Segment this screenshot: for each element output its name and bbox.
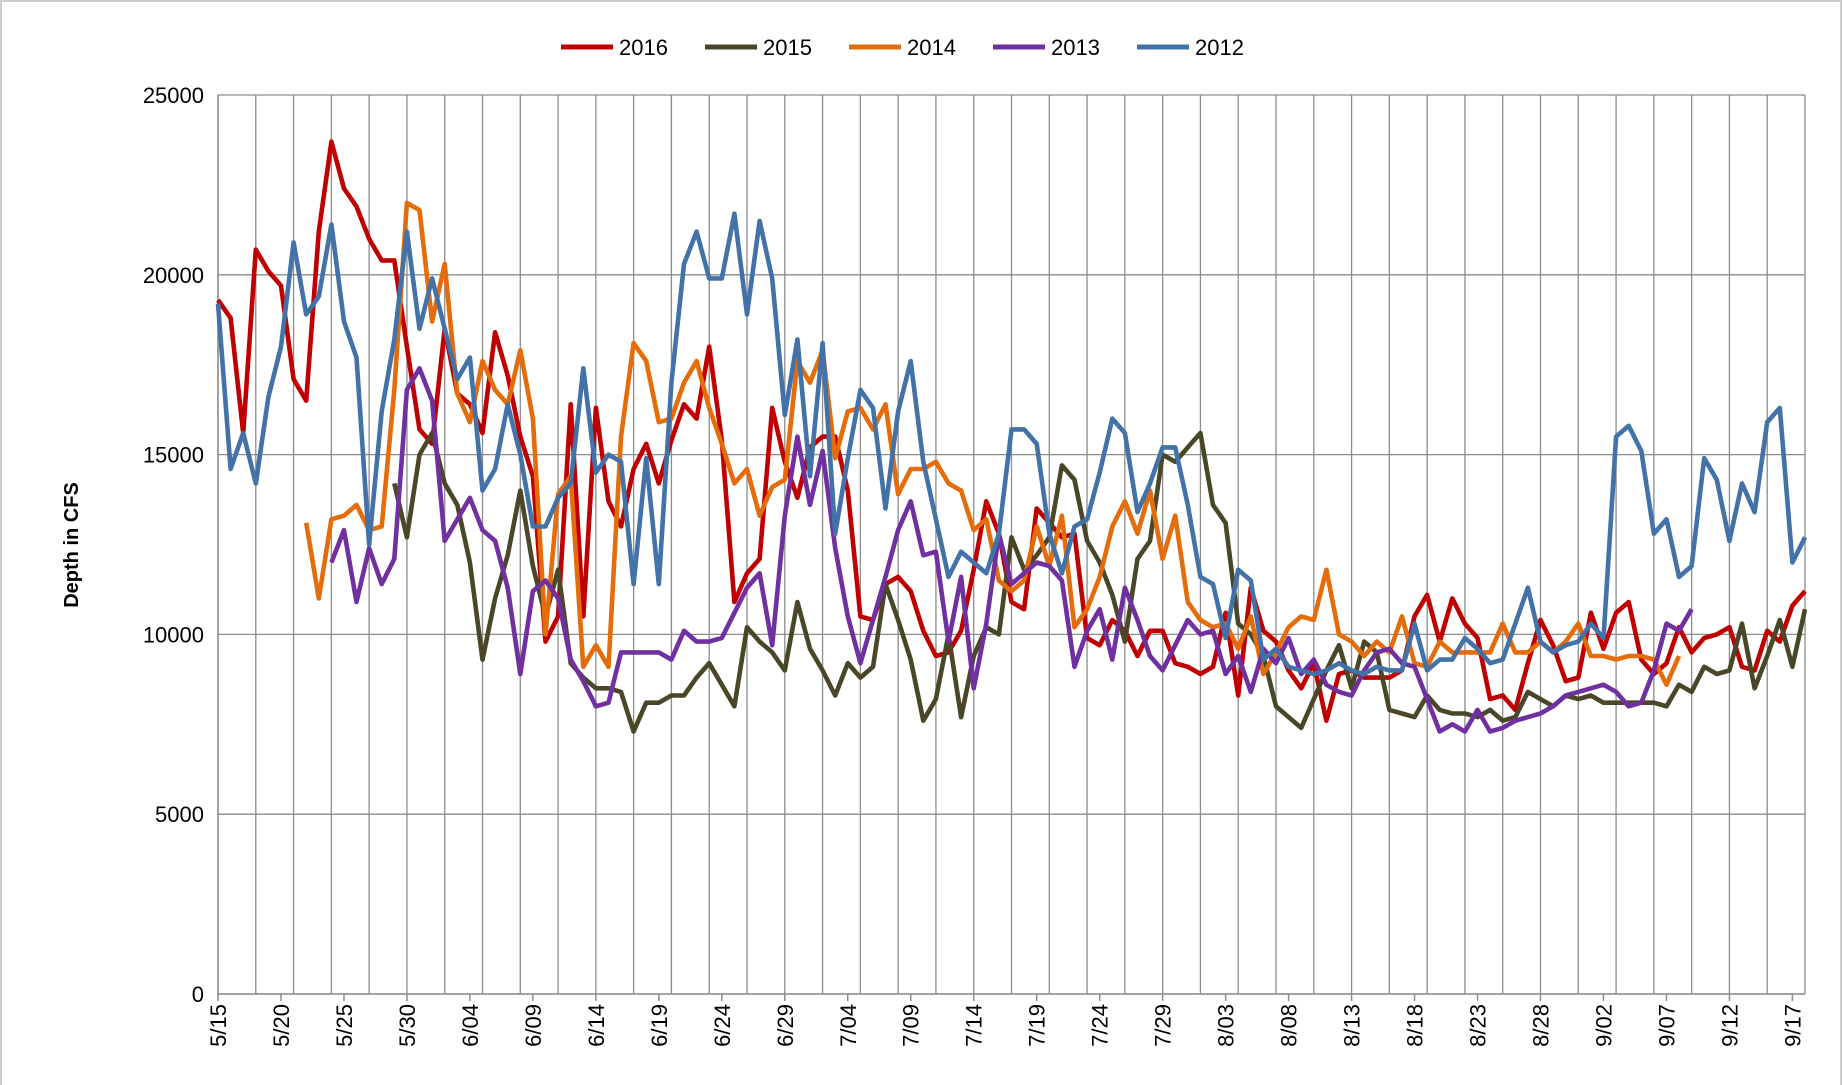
x-tick-label: 6/29 xyxy=(773,1004,798,1047)
series-line xyxy=(215,211,1808,677)
y-tick-label: 5000 xyxy=(155,802,204,827)
legend-label: 2016 xyxy=(619,35,668,60)
x-tick-label: 5/15 xyxy=(206,1004,231,1047)
x-tick-label: 5/20 xyxy=(269,1004,294,1047)
legend-label: 2015 xyxy=(763,35,812,60)
x-tick-label: 8/08 xyxy=(1277,1004,1302,1047)
y-tick-label: 20000 xyxy=(143,263,204,288)
y-tick-label: 25000 xyxy=(143,83,204,108)
x-tick-label: 7/19 xyxy=(1025,1004,1050,1047)
x-tick-label: 5/30 xyxy=(395,1004,420,1047)
legend-label: 2013 xyxy=(1051,35,1100,60)
series-line xyxy=(216,139,1807,723)
y-tick-label: 0 xyxy=(192,982,204,1007)
x-tick-label: 6/24 xyxy=(710,1004,735,1047)
x-tick-label: 6/19 xyxy=(647,1004,672,1047)
x-tick-label: 7/29 xyxy=(1151,1004,1176,1047)
x-tick-label: 7/24 xyxy=(1088,1004,1113,1047)
x-tick-label: 5/25 xyxy=(332,1004,357,1047)
y-tick-label: 10000 xyxy=(143,622,204,647)
x-tick-label: 8/18 xyxy=(1403,1004,1428,1047)
legend-label: 2012 xyxy=(1195,35,1244,60)
x-tick-label: 9/17 xyxy=(1780,1004,1805,1047)
x-tick-label: 6/04 xyxy=(458,1004,483,1047)
series-line xyxy=(392,430,1808,734)
x-tick-label: 6/09 xyxy=(521,1004,546,1047)
x-tick-label: 9/07 xyxy=(1654,1004,1679,1047)
x-tick-label: 9/12 xyxy=(1717,1004,1742,1047)
x-tick-label: 8/13 xyxy=(1340,1004,1365,1047)
y-axis-title: Depth in CFS xyxy=(61,482,83,608)
x-tick-label: 8/28 xyxy=(1529,1004,1554,1047)
x-tick-label: 7/14 xyxy=(962,1004,987,1047)
y-tick-label: 15000 xyxy=(143,443,204,468)
x-tick-label: 8/23 xyxy=(1466,1004,1491,1047)
x-tick-label: 7/09 xyxy=(899,1004,924,1047)
legend-label: 2014 xyxy=(907,35,956,60)
series-line xyxy=(329,366,1694,734)
x-tick-label: 6/14 xyxy=(584,1004,609,1047)
x-tick-label: 9/02 xyxy=(1591,1004,1616,1047)
x-tick-label: 7/04 xyxy=(836,1004,861,1047)
x-tick-label: 8/03 xyxy=(1214,1004,1239,1047)
